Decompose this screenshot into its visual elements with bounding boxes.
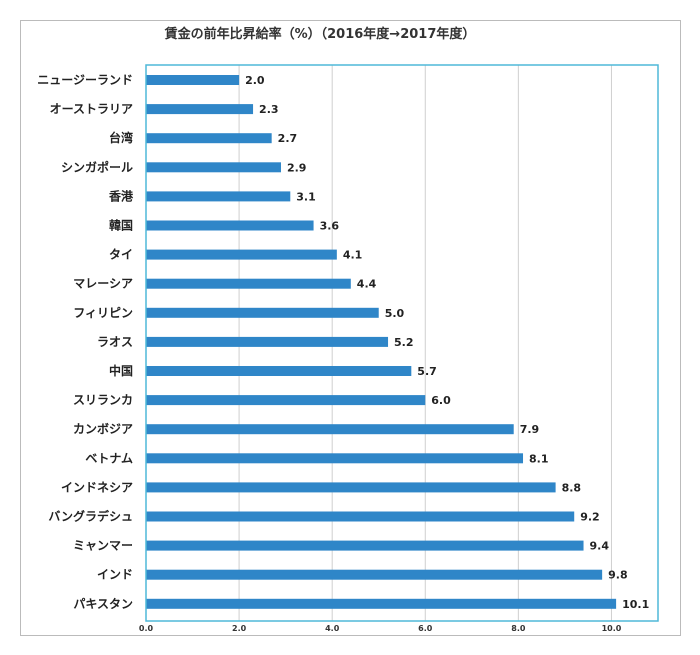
bars: [146, 75, 617, 609]
x-tick-label: 8.0: [511, 624, 526, 633]
bar: [146, 453, 524, 464]
bar: [146, 191, 291, 202]
category-label: パキスタン: [73, 597, 133, 611]
bar: [146, 482, 556, 493]
data-label: 4.1: [343, 249, 363, 262]
data-label: 9.2: [580, 511, 600, 524]
category-label: 中国: [109, 363, 133, 378]
x-tick-label: 2.0: [232, 624, 247, 633]
bar: [146, 569, 603, 580]
category-label: カンボジア: [73, 421, 133, 436]
bar: [146, 424, 514, 435]
x-tick-label: 4.0: [325, 624, 340, 633]
category-label: オーストラリア: [50, 102, 133, 116]
category-label: シンガポール: [61, 159, 133, 174]
category-label: ラオス: [97, 335, 133, 349]
bar: [146, 104, 254, 115]
data-label: 5.7: [417, 365, 437, 378]
bar: [146, 366, 412, 376]
bar: [146, 75, 240, 85]
category-labels: ニュージーランドオーストラリア台湾シンガポール香港韓国タイマレーシアフィリピンラ…: [37, 73, 134, 611]
bar: [146, 307, 379, 318]
category-label: 韓国: [109, 218, 133, 233]
data-label: 4.4: [357, 278, 377, 291]
category-label: スリランカ: [73, 393, 133, 407]
bar: [146, 511, 575, 522]
bar: [146, 220, 314, 231]
category-label: 香港: [108, 188, 134, 203]
data-labels: 2.0 2.3 2.7 2.9 3.1 3.6 4.1 4.4 5.0 5.2 5.7 6.0 7.9 8…: [245, 74, 649, 611]
x-tick-label: 0.0: [139, 624, 154, 633]
x-tick-label: 6.0: [418, 624, 433, 633]
category-label: ニュージーランド: [37, 73, 133, 87]
category-label: タイ: [109, 248, 133, 262]
category-label: フィリピン: [73, 306, 133, 320]
category-label: ミャンマー: [73, 539, 133, 553]
data-label: 8.8: [562, 481, 582, 494]
chart-title: 賃金の前年比昇給率（%）（2016年度→2017年度）: [164, 26, 476, 42]
data-label: 5.2: [394, 336, 414, 349]
x-tick-labels: 0.0 2.0 4.0 6.0 8.0 10.0: [139, 624, 622, 633]
gridlines: [238, 65, 612, 621]
category-label: 台湾: [109, 130, 133, 145]
data-label: 6.0: [431, 394, 451, 407]
bar: [146, 336, 389, 347]
bar: [146, 278, 351, 289]
data-label: 8.1: [529, 452, 549, 465]
category-label: インドネシア: [61, 480, 133, 494]
bar: [146, 395, 426, 406]
data-label: 9.8: [608, 569, 628, 582]
bar: [146, 249, 337, 260]
bar: [146, 540, 584, 551]
bar: [146, 598, 617, 609]
category-label: マレーシア: [73, 277, 133, 291]
data-label: 9.4: [590, 540, 610, 553]
x-tick-label: 10.0: [602, 624, 622, 633]
data-label: 3.6: [320, 220, 340, 233]
category-label: ベトナム: [85, 451, 133, 465]
data-label: 5.0: [385, 307, 405, 320]
plot-area-border: [145, 64, 659, 622]
data-label: 2.9: [287, 161, 307, 174]
data-label: 10.1: [622, 598, 649, 611]
bar: [146, 133, 272, 144]
outer-border: [20, 20, 681, 636]
bar: [146, 162, 281, 173]
category-label: バングラデシュ: [48, 509, 133, 524]
data-label: 3.1: [296, 190, 316, 203]
data-label: 2.3: [259, 103, 279, 116]
data-label: 7.9: [520, 423, 540, 436]
data-label: 2.7: [278, 132, 298, 145]
data-label: 2.0: [245, 74, 265, 87]
category-label: インド: [97, 568, 133, 582]
